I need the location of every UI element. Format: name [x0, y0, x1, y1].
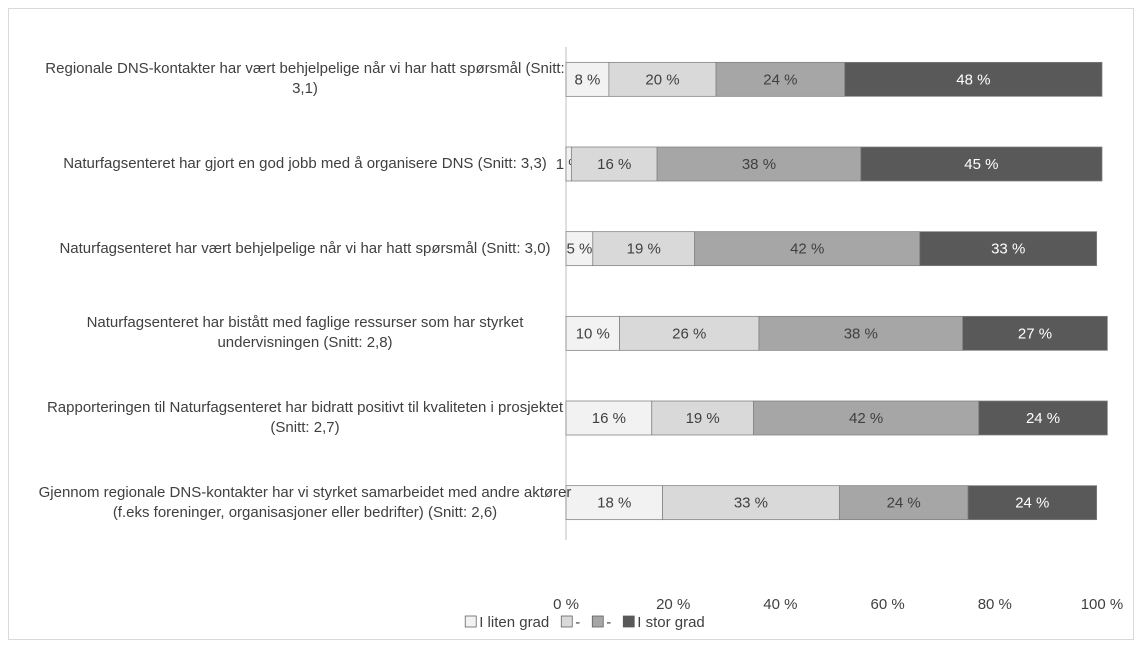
bar-segment [978, 400, 1108, 436]
data-label: 33 % [734, 495, 768, 512]
data-label: 33 % [991, 241, 1025, 258]
bar-segment [844, 61, 1103, 97]
data-label: 19 % [627, 241, 661, 258]
bar-segment [656, 146, 862, 182]
data-label: 24 % [1026, 410, 1060, 427]
data-label: 45 % [964, 156, 998, 173]
bar-segment [919, 231, 1098, 267]
category-label: Naturfagsenteret har bistått med faglige… [86, 314, 524, 352]
data-label: 26 % [672, 325, 706, 342]
bar-segment [570, 146, 658, 182]
category-label: Regionale DNS-kontakter har vært behjelp… [45, 60, 565, 98]
legend-label: - [575, 614, 580, 631]
legend-swatch [591, 615, 604, 628]
data-label: 42 % [849, 410, 883, 427]
x-tick-label: 80 % [978, 596, 1012, 613]
data-label: 38 % [844, 325, 878, 342]
data-label: 10 % [576, 325, 610, 342]
data-label: 16 % [597, 156, 631, 173]
bar-segment [565, 485, 663, 521]
bar-segment [838, 485, 969, 521]
bar-segment [753, 400, 980, 436]
legend-label: I liten grad [479, 614, 549, 631]
data-label: 5 % [566, 241, 592, 258]
data-label: 20 % [645, 71, 679, 88]
data-label: 42 % [790, 241, 824, 258]
category-label: Naturfagsenteret har gjort en god jobb m… [63, 155, 547, 172]
data-label: 24 % [1015, 495, 1049, 512]
legend-label: - [606, 614, 611, 631]
category-label: Rapporteringen til Naturfagsenteret har … [46, 399, 564, 436]
bar-segment [962, 315, 1108, 351]
bar-segment [608, 61, 717, 97]
bar-segment [715, 61, 846, 97]
data-label: 19 % [686, 410, 720, 427]
bar-segment [619, 315, 760, 351]
category-label: Naturfagsenteret har vært behjelpelige n… [59, 239, 551, 257]
x-tick-label: 100 % [1081, 596, 1124, 613]
category-label: Gjennom regionale DNS-kontakter har vi s… [38, 483, 572, 521]
x-tick-label: 40 % [763, 596, 797, 613]
legend-swatch [464, 615, 477, 628]
legend-swatch [622, 615, 635, 628]
bar-segment [565, 400, 653, 436]
data-label: 16 % [592, 410, 626, 427]
x-tick-label: 0 % [553, 596, 579, 613]
bar-segment [694, 231, 921, 267]
data-label: 38 % [742, 156, 776, 173]
legend-swatch [560, 615, 573, 628]
bar-segment [967, 485, 1098, 521]
bar-segment [758, 315, 964, 351]
bar-segment [860, 146, 1103, 182]
data-label: 8 % [575, 71, 601, 88]
data-label: 18 % [597, 495, 631, 512]
x-tick-label: 60 % [870, 596, 904, 613]
x-tick-label: 20 % [656, 596, 690, 613]
bar-segment [651, 400, 754, 436]
bar-segment [565, 315, 620, 351]
data-label: 27 % [1018, 325, 1052, 342]
data-label: 48 % [956, 71, 990, 88]
data-label: 24 % [763, 71, 797, 88]
bar-segment [565, 61, 610, 97]
legend-label: I stor grad [637, 614, 705, 631]
data-label: 24 % [887, 495, 921, 512]
